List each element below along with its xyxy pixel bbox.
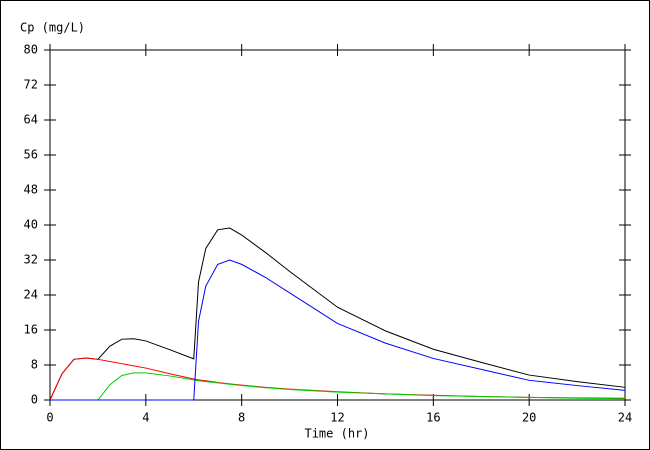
y-tick-label: 24 (24, 288, 38, 302)
x-tick-label: 4 (142, 411, 149, 425)
x-tick-label: 8 (238, 411, 245, 425)
y-tick-label: 40 (24, 218, 38, 232)
y-tick-label: 0 (31, 393, 38, 407)
y-tick-label: 32 (24, 253, 38, 267)
y-tick-label: 56 (24, 148, 38, 162)
x-tick-label: 16 (426, 411, 440, 425)
x-tick-label: 0 (46, 411, 53, 425)
x-tick-label: 20 (522, 411, 536, 425)
y-tick-label: 8 (31, 358, 38, 372)
y-axis-label: Cp (mg/L) (20, 21, 85, 35)
y-tick-label: 16 (24, 323, 38, 337)
series-line (50, 259, 626, 401)
y-tick-label: 48 (24, 183, 38, 197)
x-tick-label: 12 (330, 411, 344, 425)
y-tick-label: 64 (24, 113, 38, 127)
y-tick-label: 72 (24, 78, 38, 92)
x-tick-label: 24 (618, 411, 632, 425)
y-tick-label: 80 (24, 43, 38, 57)
x-axis-label: Time (hr) (304, 427, 369, 441)
